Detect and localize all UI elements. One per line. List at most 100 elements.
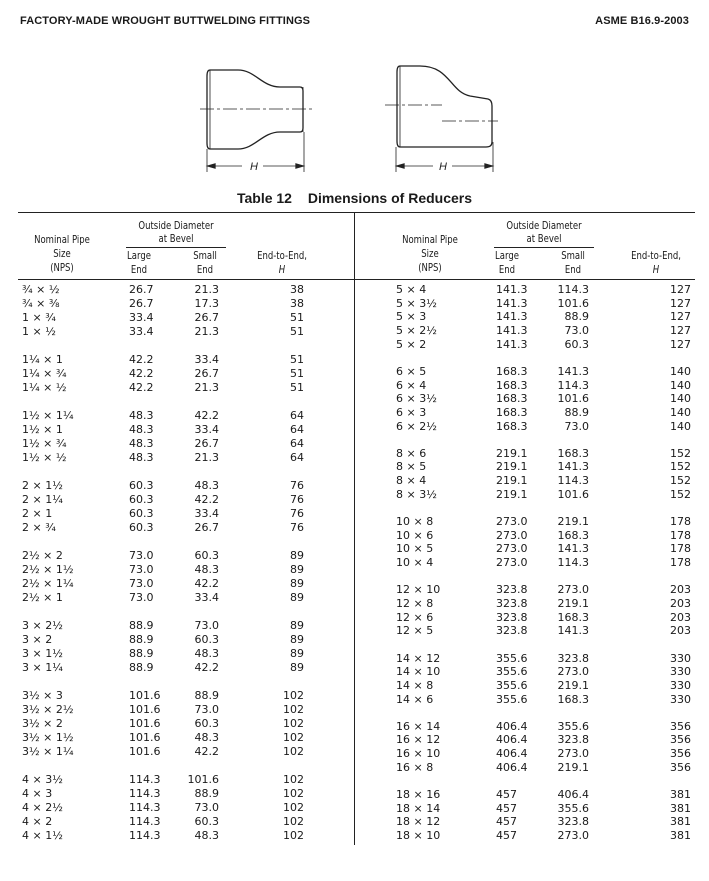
- cell-end-to-end: 330: [670, 665, 691, 679]
- cell-end-to-end: 140: [670, 419, 691, 433]
- cell-small-end: 42.2: [194, 661, 220, 674]
- header-small-left: End: [196, 264, 214, 276]
- cell-small-end: 73.0: [194, 703, 220, 716]
- column-divider: [354, 213, 356, 845]
- cell-end-to-end: 356: [670, 760, 691, 774]
- cell-end-to-end: 330: [670, 692, 691, 706]
- cell-large-end: 101.6: [129, 689, 161, 702]
- cell-small-end: 88.9: [194, 787, 220, 800]
- cell-small-end: 168.3: [557, 528, 590, 542]
- cell-end-to-end: 89: [290, 591, 304, 604]
- cell-end-to-end: 140: [670, 364, 691, 378]
- cell-nps: 4 × 3: [22, 787, 53, 800]
- cell-large-end: 141.3: [496, 337, 528, 351]
- cell-small-end: 60.3: [564, 337, 590, 351]
- cell-end-to-end: 356: [670, 733, 691, 747]
- cell-large-end: 323.8: [496, 596, 528, 610]
- cell-large-end: 219.1: [496, 446, 528, 460]
- cell-large-end: 48.3: [129, 409, 154, 422]
- cell-nps: 3½ × 2: [22, 717, 63, 730]
- cell-end-to-end: 102: [283, 703, 304, 716]
- cell-end-to-end: 89: [290, 563, 304, 576]
- cell-small-end: 101.6: [557, 487, 590, 501]
- cell-small-end: 273.0: [557, 583, 590, 597]
- cell-large-end: 73.0: [129, 591, 154, 604]
- cell-end-to-end: 89: [290, 661, 304, 674]
- cell-nps: 14 × 12: [396, 651, 441, 665]
- cell-large-end: 457: [496, 815, 517, 829]
- cell-nps: 14 × 10: [396, 665, 441, 679]
- cell-end-to-end: 127: [670, 283, 691, 296]
- cell-small-end: 273.0: [557, 829, 590, 842]
- cell-end-to-end: 203: [670, 610, 691, 624]
- cell-nps: 2 × 1¼: [22, 493, 63, 506]
- cell-large-end: 88.9: [129, 619, 154, 632]
- cell-small-end: 73.0: [194, 801, 220, 814]
- cell-nps: 16 × 10: [396, 747, 441, 761]
- cell-end-to-end: 381: [670, 829, 691, 842]
- header-large-right: Large: [495, 250, 519, 262]
- header-nps-right: Nominal Pipe: [402, 234, 458, 246]
- cell-end-to-end: 178: [670, 528, 691, 542]
- cell-nps: 5 × 3: [396, 310, 427, 324]
- cell-large-end: 273.0: [496, 515, 528, 529]
- cell-nps: 18 × 14: [396, 801, 441, 815]
- header-small-right: End: [564, 264, 582, 276]
- header-nps-right: Size: [421, 248, 439, 260]
- cell-nps: ¾ × ⅜: [22, 297, 60, 310]
- cell-nps: 5 × 2½: [396, 323, 437, 337]
- cell-small-end: 141.3: [557, 542, 590, 556]
- cell-end-to-end: 102: [283, 787, 304, 800]
- cell-nps: 1 × ¾: [22, 311, 56, 324]
- cell-small-end: 21.3: [194, 451, 220, 464]
- cell-small-end: 168.3: [557, 692, 590, 706]
- cell-nps: 12 × 8: [396, 596, 434, 610]
- cell-small-end: 141.3: [557, 460, 590, 474]
- cell-large-end: 168.3: [496, 364, 528, 378]
- cell-large-end: 323.8: [496, 610, 528, 624]
- cell-small-end: 273.0: [557, 747, 590, 761]
- cell-nps: 4 × 2: [22, 815, 53, 828]
- cell-large-end: 355.6: [496, 651, 528, 665]
- cell-small-end: 355.6: [557, 801, 590, 815]
- cell-nps: 1¼ × ¾: [22, 367, 67, 380]
- cell-small-end: 21.3: [194, 325, 220, 338]
- cell-nps: 3½ × 1¼: [22, 745, 74, 758]
- cell-large-end: 406.4: [496, 733, 528, 747]
- cell-end-to-end: 203: [670, 583, 691, 597]
- cell-large-end: 60.3: [129, 493, 154, 506]
- cell-large-end: 323.8: [496, 624, 528, 638]
- cell-end-to-end: 152: [670, 474, 691, 488]
- cell-large-end: 141.3: [496, 283, 528, 296]
- cell-large-end: 406.4: [496, 719, 528, 733]
- header-nps-left: (NPS): [50, 262, 74, 274]
- cell-end-to-end: 76: [290, 521, 304, 534]
- cell-nps: 14 × 6: [396, 692, 434, 706]
- cell-end-to-end: 51: [290, 381, 304, 394]
- cell-end-to-end: 51: [290, 353, 304, 366]
- cell-end-to-end: 152: [670, 487, 691, 501]
- header-small-left: Small: [193, 250, 217, 262]
- cell-end-to-end: 51: [290, 311, 304, 324]
- cell-end-to-end: 102: [283, 815, 304, 828]
- cell-nps: 1½ × 1: [22, 423, 63, 436]
- cell-small-end: 60.3: [194, 549, 220, 562]
- cell-large-end: 273.0: [496, 556, 528, 569]
- cell-end-to-end: 51: [290, 367, 304, 380]
- cell-large-end: 48.3: [129, 451, 154, 464]
- cell-small-end: 219.1: [557, 596, 590, 610]
- cell-end-to-end: 89: [290, 633, 304, 646]
- cell-small-end: 48.3: [194, 563, 220, 576]
- cell-nps: 2½ × 1: [22, 591, 63, 604]
- cell-small-end: 48.3: [194, 647, 220, 660]
- cell-small-end: 168.3: [557, 610, 590, 624]
- cell-end-to-end: 140: [670, 405, 691, 419]
- cell-end-to-end: 152: [670, 446, 691, 460]
- cell-large-end: 168.3: [496, 378, 528, 392]
- cell-nps: 2½ × 1¼: [22, 577, 74, 590]
- cell-small-end: 406.4: [557, 788, 590, 802]
- cell-small-end: 323.8: [557, 815, 590, 829]
- cell-end-to-end: 102: [283, 731, 304, 744]
- cell-large-end: 355.6: [496, 692, 528, 706]
- cell-nps: 5 × 3½: [396, 296, 437, 310]
